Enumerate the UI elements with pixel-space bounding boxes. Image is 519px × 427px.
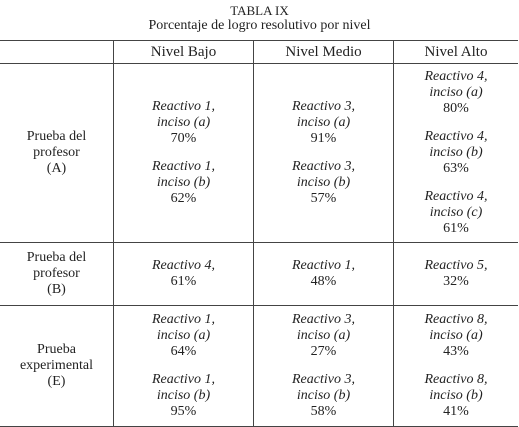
row-header: Prueba del profesor (A) <box>0 64 113 242</box>
table-cell: Reactivo 3, inciso (a) 27% Reactivo 3, incis… <box>253 306 393 426</box>
row-label-line: (A) <box>46 161 67 176</box>
percentage: 64% <box>170 344 197 359</box>
table-cell: Reactivo 8, inciso (a) 43% Reactivo 8, incis… <box>393 306 518 426</box>
item-name: Reactivo 3, <box>292 159 355 174</box>
cell-entry: Reactivo 3, inciso (a) 27% <box>292 312 355 360</box>
item-part: inciso (b) <box>429 145 483 160</box>
item-name: Reactivo 1, <box>152 99 215 114</box>
item-part: inciso (a) <box>156 115 211 130</box>
column-header: Nivel Alto <box>393 41 518 63</box>
item-name: Reactivo 1, <box>152 312 215 327</box>
percentage: 80% <box>443 101 469 116</box>
item-name: Reactivo 1, <box>152 159 215 174</box>
item-name: Reactivo 8, <box>424 372 488 387</box>
item-name: Reactivo 4, <box>152 258 215 273</box>
item-name: Reactivo 3, <box>292 312 355 327</box>
percentage: 91% <box>310 131 337 146</box>
row-label-line: profesor <box>33 266 80 281</box>
percentage: 63% <box>443 161 469 176</box>
table-row: Prueba experimental (E) Reactivo 1, inciso (… <box>0 305 518 426</box>
cell-entry: Reactivo 1, inciso (b) 62% <box>152 159 215 207</box>
table-subtitle: Porcentaje de logro resolutivo por nivel <box>148 18 371 33</box>
percentage: 61% <box>443 221 469 236</box>
percentage: 70% <box>170 131 197 146</box>
row-label-line: Prueba <box>37 342 76 357</box>
row-label-line: Prueba del <box>26 129 87 144</box>
row-label-line: profesor <box>33 145 80 160</box>
item-name: Reactivo 1, <box>152 372 215 387</box>
row-header: Prueba experimental (E) <box>0 306 113 426</box>
cell-entry: Reactivo 4, inciso (a) 80% <box>425 69 488 117</box>
item-part: inciso (b) <box>429 388 483 403</box>
item-part: inciso (b) <box>156 175 211 190</box>
percentage: 41% <box>443 404 469 419</box>
percentage: 57% <box>310 191 337 206</box>
cell-entry: Reactivo 8, inciso (a) 43% <box>425 312 488 360</box>
cell-entry: Reactivo 1, inciso (b) 95% <box>152 372 215 420</box>
percentage: 27% <box>310 344 337 359</box>
row-label-line: experimental <box>19 358 94 373</box>
row-label-line: Prueba del <box>26 250 87 265</box>
item-part: inciso (a) <box>296 115 351 130</box>
item-part: inciso (a) <box>429 85 483 100</box>
cell-entry: Reactivo 8, inciso (b) 41% <box>425 372 488 420</box>
item-name: Reactivo 3, <box>292 99 355 114</box>
cell-entry: Reactivo 5, 32% <box>425 258 488 290</box>
table-cell: Reactivo 1, inciso (a) 70% Reactivo 1, incis… <box>113 64 253 242</box>
column-header: Nivel Medio <box>253 41 393 63</box>
item-part: inciso (b) <box>156 388 211 403</box>
cell-entry: Reactivo 4, inciso (c) 61% <box>425 189 488 237</box>
table-cell: Reactivo 5, 32% <box>393 243 518 305</box>
cell-entry: Reactivo 1, inciso (a) 70% <box>152 99 215 147</box>
item-name: Reactivo 5, <box>424 258 488 273</box>
item-part: inciso (a) <box>429 328 483 343</box>
cell-entry: Reactivo 3, inciso (b) 57% <box>292 159 355 207</box>
percentage: 32% <box>443 274 469 289</box>
percentage: 95% <box>170 404 197 419</box>
table: Nivel Bajo Nivel Medio Nivel Alto Prueba de… <box>0 40 518 427</box>
item-part: inciso (a) <box>296 328 351 343</box>
cell-entry: Reactivo 4, inciso (b) 63% <box>425 129 488 177</box>
item-name: Reactivo 4, <box>424 129 488 144</box>
item-part: inciso (a) <box>156 328 211 343</box>
item-name: Reactivo 4, <box>424 189 488 204</box>
header-row: Nivel Bajo Nivel Medio Nivel Alto <box>0 41 518 63</box>
cell-entry: Reactivo 3, inciso (a) 91% <box>292 99 355 147</box>
item-part: inciso (b) <box>296 388 351 403</box>
cell-entry: Reactivo 1, 48% <box>292 258 355 290</box>
cell-entry: Reactivo 1, inciso (a) 64% <box>152 312 215 360</box>
item-name: Reactivo 1, <box>292 258 355 273</box>
table-cell: Reactivo 1, 48% <box>253 243 393 305</box>
table-cell: Reactivo 1, inciso (a) 64% Reactivo 1, incis… <box>113 306 253 426</box>
percentage: 48% <box>310 274 337 289</box>
cell-entry: Reactivo 3, inciso (b) 58% <box>292 372 355 420</box>
corner-cell <box>0 41 113 63</box>
item-name: Reactivo 8, <box>424 312 488 327</box>
table-cell: Reactivo 4, inciso (a) 80% Reactivo 4, incis… <box>393 64 518 242</box>
table-row: Prueba del profesor (A) Reactivo 1, inciso (… <box>0 63 518 242</box>
table-row: Prueba del profesor (B) Reactivo 4, 61% React… <box>0 242 518 305</box>
item-part: inciso (c) <box>429 205 483 220</box>
row-label-line: (B) <box>47 282 66 297</box>
row-header: Prueba del profesor (B) <box>0 243 113 305</box>
cell-entry: Reactivo 4, 61% <box>152 258 215 290</box>
item-name: Reactivo 3, <box>292 372 355 387</box>
percentage: 43% <box>443 344 469 359</box>
item-name: Reactivo 4, <box>424 69 488 84</box>
table-cell: Reactivo 4, 61% <box>113 243 253 305</box>
percentage: 58% <box>310 404 337 419</box>
column-header: Nivel Bajo <box>113 41 253 63</box>
table-title: TABLA IX <box>230 3 289 18</box>
table-cell: Reactivo 3, inciso (a) 91% Reactivo 3, incis… <box>253 64 393 242</box>
percentage: 62% <box>170 191 197 206</box>
item-part: inciso (b) <box>296 175 351 190</box>
percentage: 61% <box>170 274 197 289</box>
row-label-line: (E) <box>47 374 66 389</box>
